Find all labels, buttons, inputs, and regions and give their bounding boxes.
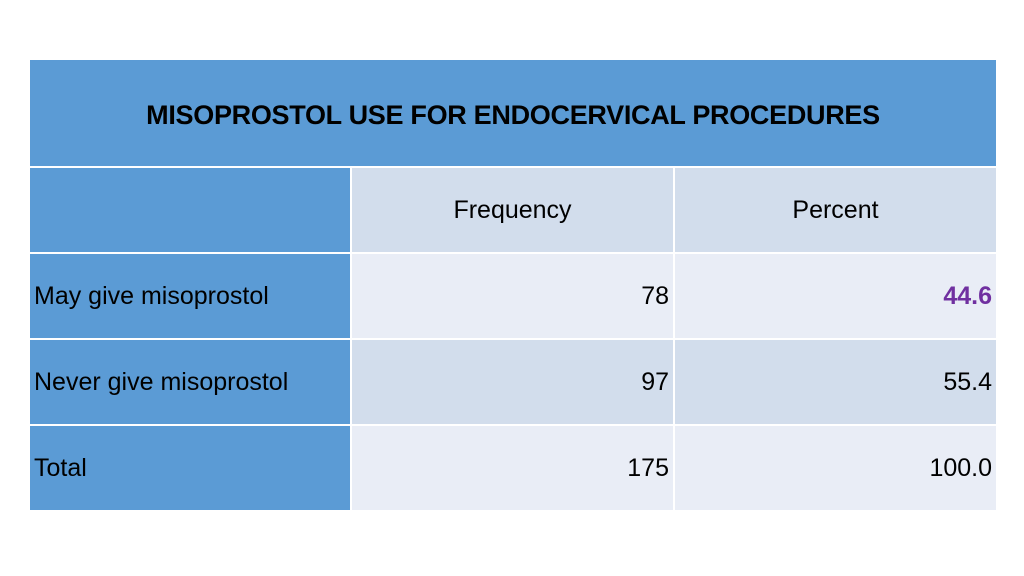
misoprostol-table: MISOPROSTOL USE FOR ENDOCERVICAL PROCEDU… (28, 58, 998, 512)
percent-cell: 44.6 (673, 252, 998, 340)
row-label: May give misoprostol (28, 252, 352, 340)
table-row: Never give misoprostol 97 55.4 (28, 338, 998, 426)
row-label: Never give misoprostol (28, 338, 352, 426)
column-header-frequency: Frequency (350, 166, 675, 254)
title-row: MISOPROSTOL USE FOR ENDOCERVICAL PROCEDU… (28, 58, 998, 168)
column-header-row: Frequency Percent (28, 166, 998, 254)
table-row: Total 175 100.0 (28, 424, 998, 512)
percent-cell: 100.0 (673, 424, 998, 512)
table-title: MISOPROSTOL USE FOR ENDOCERVICAL PROCEDU… (28, 58, 998, 168)
data-table-container: MISOPROSTOL USE FOR ENDOCERVICAL PROCEDU… (28, 58, 998, 512)
table-row: May give misoprostol 78 44.6 (28, 252, 998, 340)
percent-cell: 55.4 (673, 338, 998, 426)
row-label: Total (28, 424, 352, 512)
frequency-cell: 175 (350, 424, 675, 512)
column-header-blank (28, 166, 352, 254)
column-header-percent: Percent (673, 166, 998, 254)
frequency-cell: 97 (350, 338, 675, 426)
frequency-cell: 78 (350, 252, 675, 340)
